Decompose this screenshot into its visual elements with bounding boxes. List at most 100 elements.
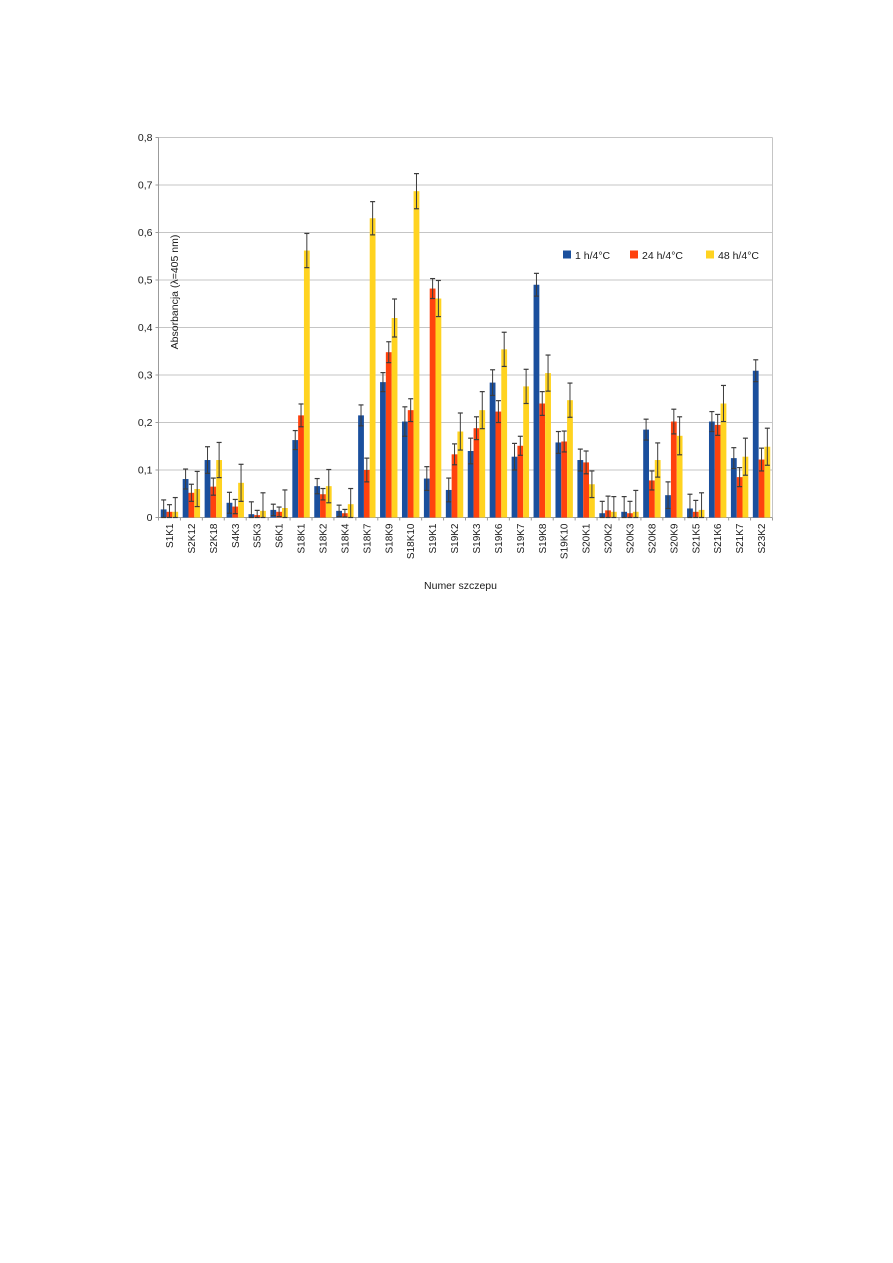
bar-S18K9-s3 [391, 318, 398, 518]
bar-S19K7-s1 [511, 456, 518, 518]
bar-S19K7-s2 [517, 445, 524, 518]
bar-S2K18-s1 [204, 460, 211, 518]
x-category-label: S19K6 [494, 523, 505, 553]
x-category-label: S1K1 [165, 523, 176, 548]
y-tick-label: 0 [147, 512, 153, 524]
bar-S2K18-s2 [210, 486, 217, 518]
legend-swatch-2 [630, 250, 638, 259]
x-category-label: S21K5 [691, 523, 702, 553]
x-category-label: S18K4 [340, 523, 351, 553]
bar-S2K12-s2 [188, 492, 195, 518]
x-category-label: S20K1 [582, 523, 593, 553]
legend-label-2: 24 h/4°C [642, 250, 683, 262]
bar-S19K2-s2 [451, 454, 458, 518]
bar-S19K8-s2 [539, 403, 546, 518]
bar-S23K2-s3 [764, 446, 771, 518]
bar-S21K6-s2 [714, 424, 721, 518]
bar-S20K9-s2 [670, 421, 677, 518]
bar-S19K8-s3 [545, 373, 551, 518]
y-axis-title: Absorbancja (λ=405 nm) [169, 235, 181, 350]
legend-swatch-1 [563, 250, 571, 259]
bar-S18K9-s2 [385, 352, 392, 518]
x-category-label: S20K2 [604, 523, 615, 553]
bar-S20K1-s2 [583, 462, 590, 518]
y-tick-label: 0,2 [138, 417, 153, 429]
y-tick-label: 0,7 [138, 180, 153, 192]
bar-S18K9-s1 [380, 382, 386, 518]
y-tick-label: 0,8 [138, 132, 153, 144]
x-category-label: S4K3 [231, 523, 242, 548]
bar-S19K3-s2 [473, 428, 480, 518]
bar-S20K8-s3 [654, 460, 661, 518]
bar-S18K2-s2 [320, 494, 326, 518]
bar-S18K7-s1 [358, 415, 364, 518]
bar-S18K1-s1 [292, 440, 299, 518]
bar-S18K2-s1 [314, 486, 321, 518]
x-category-label: S18K2 [318, 523, 329, 553]
x-category-label: S20K8 [647, 523, 658, 553]
x-category-label: S19K1 [428, 523, 439, 553]
bar-S19K3-s3 [479, 410, 486, 518]
x-category-label: S19K3 [472, 523, 483, 553]
x-category-label: S23K2 [757, 523, 768, 553]
bar-S21K7-s2 [736, 477, 743, 518]
x-category-label: S18K1 [297, 523, 308, 553]
bar-S19K1-s3 [435, 298, 442, 518]
bar-S21K6-s3 [720, 403, 727, 518]
bar-S19K3-s1 [467, 451, 474, 518]
bar-S18K10-s3 [413, 191, 420, 518]
x-category-label: S19K7 [516, 523, 527, 553]
bar-S2K18-s3 [216, 460, 223, 518]
bar-S21K7-s1 [730, 458, 737, 518]
bar-S19K2-s3 [457, 431, 464, 518]
x-category-label: S20K3 [625, 523, 636, 553]
bar-S18K10-s2 [407, 410, 414, 518]
bar-S20K8-s1 [643, 429, 649, 518]
y-tick-label: 0,6 [138, 227, 153, 239]
bar-S19K7-s3 [523, 386, 530, 518]
x-category-label: S2K18 [209, 523, 220, 553]
bar-S19K8-s1 [533, 284, 540, 518]
x-category-label: S19K2 [450, 523, 461, 553]
y-tick-label: 0,1 [138, 465, 153, 477]
legend-swatch-3 [706, 250, 714, 259]
bar-S19K1-s2 [429, 288, 436, 518]
legend-label-1: 1 h/4°C [575, 250, 611, 262]
bar-S18K7-s2 [363, 470, 370, 518]
x-category-label: S18K9 [384, 523, 395, 553]
bar-S2K12-s1 [182, 479, 189, 518]
bar-S18K1-s3 [303, 250, 310, 518]
bar-S19K10-s2 [561, 441, 568, 518]
bar-S19K6-s2 [495, 411, 502, 518]
bar-S21K7-s3 [742, 456, 749, 518]
bar-S19K2-s1 [445, 489, 452, 518]
bar-S18K1-s2 [298, 415, 304, 518]
x-category-label: S5K3 [253, 523, 264, 548]
y-tick-label: 0,5 [138, 275, 153, 287]
y-tick-label: 0,3 [138, 370, 153, 382]
x-category-label: S21K7 [735, 523, 746, 553]
x-category-label: S18K7 [362, 523, 373, 553]
bar-S20K8-s2 [648, 480, 655, 518]
y-tick-label: 0,4 [138, 322, 153, 334]
bar-S19K1-s1 [423, 478, 430, 518]
bar-S19K10-s3 [567, 400, 573, 518]
bar-S19K6-s3 [501, 349, 508, 518]
x-category-label: S6K1 [275, 523, 286, 548]
bar-S19K6-s1 [489, 382, 496, 518]
x-category-label: S19K8 [538, 523, 549, 553]
bar-S20K1-s1 [577, 460, 584, 518]
legend-label-3: 48 h/4°C [718, 250, 759, 262]
x-category-label: S19K10 [560, 523, 571, 559]
bar-S21K6-s1 [708, 421, 715, 518]
bar-S19K10-s1 [555, 442, 562, 518]
x-axis-title: Numer szczepu [424, 580, 497, 592]
bar-S18K10-s1 [401, 421, 408, 518]
bar-S20K1-s3 [589, 484, 595, 518]
x-category-label: S2K12 [187, 523, 198, 553]
bar-S20K9-s3 [676, 435, 683, 518]
bar-S23K2-s1 [752, 370, 759, 518]
x-category-label: S21K6 [713, 523, 724, 553]
